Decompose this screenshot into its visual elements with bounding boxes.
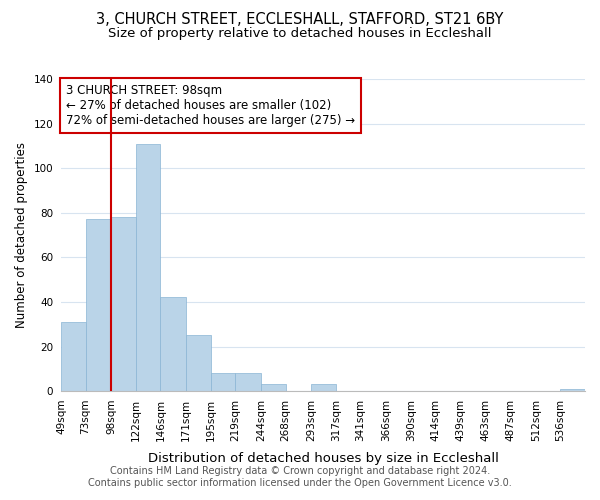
Bar [235, 374, 261, 391]
Bar [160, 298, 186, 391]
Bar [61, 322, 86, 391]
Bar [211, 374, 235, 391]
Bar [311, 384, 336, 391]
Bar [560, 389, 585, 391]
Bar [186, 336, 211, 391]
Text: Size of property relative to detached houses in Eccleshall: Size of property relative to detached ho… [108, 28, 492, 40]
Y-axis label: Number of detached properties: Number of detached properties [15, 142, 28, 328]
Bar [111, 217, 136, 391]
Bar [261, 384, 286, 391]
Bar [136, 144, 160, 391]
Bar [86, 220, 111, 391]
Text: 3 CHURCH STREET: 98sqm
← 27% of detached houses are smaller (102)
72% of semi-de: 3 CHURCH STREET: 98sqm ← 27% of detached… [66, 84, 355, 126]
Text: 3, CHURCH STREET, ECCLESHALL, STAFFORD, ST21 6BY: 3, CHURCH STREET, ECCLESHALL, STAFFORD, … [97, 12, 503, 28]
Text: Contains HM Land Registry data © Crown copyright and database right 2024.
Contai: Contains HM Land Registry data © Crown c… [88, 466, 512, 487]
X-axis label: Distribution of detached houses by size in Eccleshall: Distribution of detached houses by size … [148, 452, 499, 465]
